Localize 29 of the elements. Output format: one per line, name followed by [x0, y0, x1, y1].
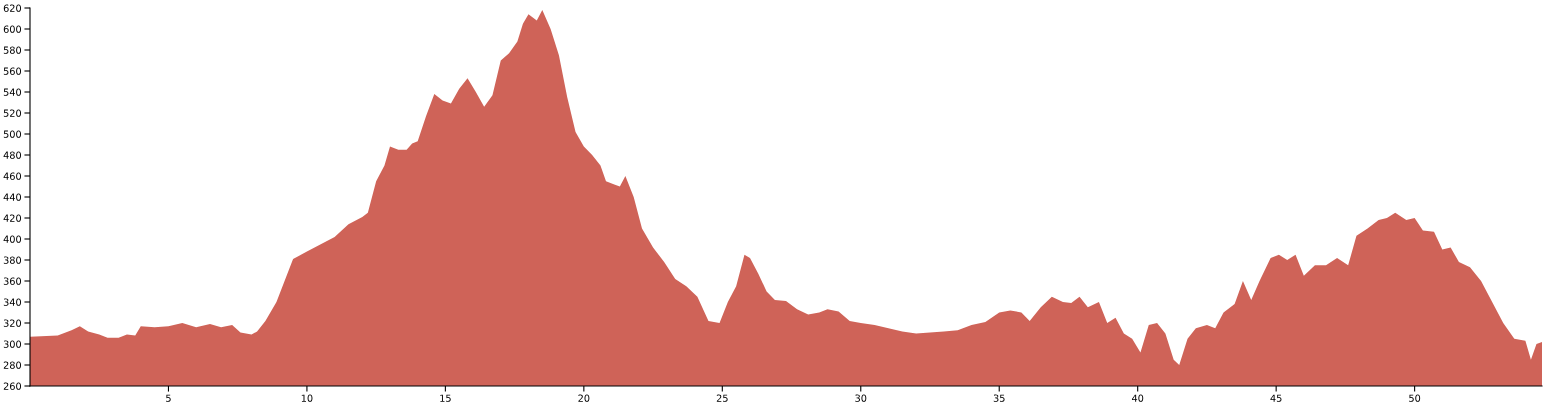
- x-tick-label: 10: [301, 394, 313, 402]
- y-tick-label: 500: [3, 130, 22, 138]
- y-tick-label: 560: [3, 67, 22, 75]
- x-tick-label: 30: [855, 394, 867, 402]
- y-tick-label: 480: [3, 151, 22, 159]
- x-tick-label: 35: [993, 394, 1005, 402]
- y-tick-label: 340: [3, 298, 22, 306]
- y-tick-label: 620: [3, 4, 22, 12]
- y-tick-label: 440: [3, 193, 22, 201]
- x-tick-label: 40: [1131, 394, 1144, 402]
- y-tick-label: 580: [3, 46, 22, 54]
- x-tick-label: 5: [166, 394, 171, 402]
- x-tick-label: 50: [1409, 394, 1421, 402]
- y-tick-label: 260: [3, 382, 22, 390]
- y-tick-label: 380: [3, 256, 22, 264]
- y-tick-label: 280: [3, 361, 22, 369]
- y-tick-label: 300: [3, 340, 22, 348]
- y-tick-label: 540: [3, 88, 22, 96]
- y-tick-label: 420: [3, 214, 22, 222]
- x-tick-label: 15: [440, 394, 451, 402]
- y-tick-label: 520: [3, 109, 22, 117]
- y-tick-label: 320: [3, 319, 22, 327]
- y-tick-label: 460: [3, 172, 22, 180]
- y-tick-label: 600: [3, 25, 22, 33]
- x-tick-label: 45: [1270, 394, 1282, 402]
- x-tick-label: 20: [578, 394, 590, 402]
- y-tick-label: 400: [3, 235, 22, 243]
- y-tick-label: 360: [3, 277, 22, 285]
- x-tick-label: 25: [716, 394, 728, 402]
